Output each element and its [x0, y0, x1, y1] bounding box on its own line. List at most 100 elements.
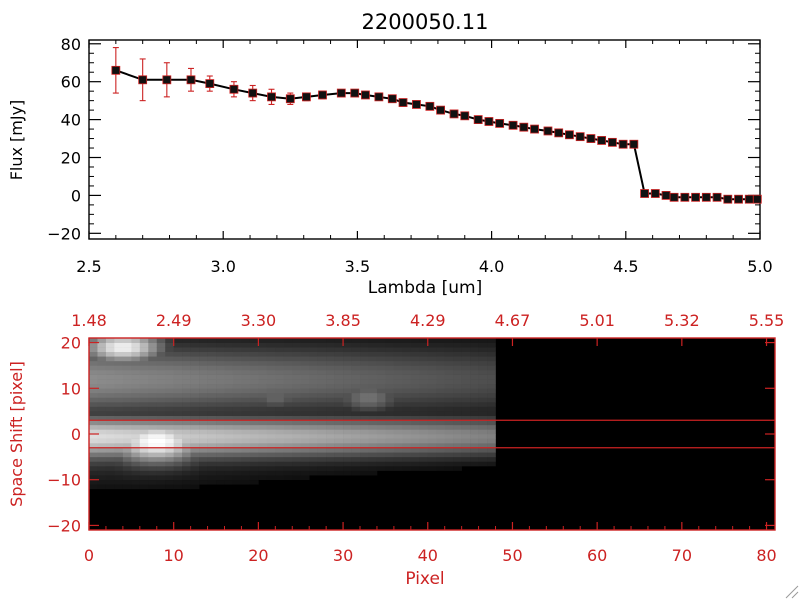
heatmap-cell: [266, 447, 276, 453]
heatmap-cell: [216, 443, 225, 449]
heatmap-cell: [351, 461, 361, 467]
heatmap-cell: [148, 438, 158, 444]
heatmap-cell: [131, 374, 141, 380]
heatmap-cell: [216, 347, 225, 353]
heatmap-cell: [199, 388, 208, 394]
heatmap-cell: [266, 452, 276, 458]
spectrum-error-bars: [112, 47, 761, 202]
heatmap-cell: [241, 351, 251, 357]
heatmap-cell: [410, 429, 420, 435]
heatmap-cell: [131, 438, 141, 444]
heatmap-cell: [427, 370, 437, 375]
heatmap-cell: [182, 374, 191, 380]
heatmap-cell: [368, 429, 378, 435]
heatmap-cell: [360, 411, 369, 417]
image-y-tick-label: 0: [71, 425, 81, 444]
heatmap-cell: [410, 452, 420, 458]
heatmap-cell: [89, 443, 98, 449]
heatmap-cell: [139, 424, 149, 430]
heatmap-cell: [326, 342, 335, 348]
heatmap-cell: [470, 456, 479, 462]
heatmap-cell: [326, 392, 335, 398]
heatmap-cell: [317, 388, 327, 394]
heatmap-cell: [224, 475, 234, 481]
heatmap-cell: [105, 402, 115, 407]
heatmap-cell: [165, 392, 174, 398]
heatmap-cell: [207, 479, 217, 485]
heatmap-cell: [241, 452, 251, 458]
heatmap-cell: [207, 447, 217, 453]
heatmap-cell: [478, 424, 488, 430]
heatmap-cell: [89, 479, 98, 485]
heatmap-cell: [105, 470, 115, 476]
heatmap-cell: [436, 415, 445, 421]
heatmap-cell: [436, 424, 445, 430]
spectrum-point: [508, 120, 518, 130]
heatmap-cell: [275, 411, 285, 417]
spectrum-point: [752, 194, 762, 204]
heatmap-cell: [148, 365, 158, 371]
heatmap-cell: [444, 461, 454, 467]
heatmap-cell: [385, 338, 395, 343]
heatmap-cell: [148, 429, 158, 435]
heatmap-cell: [292, 470, 302, 476]
heatmap-cell: [410, 456, 420, 462]
heatmap-cell: [156, 415, 166, 421]
heatmap-cell: [249, 338, 259, 343]
heatmap-cell: [199, 374, 208, 380]
heatmap-cell: [131, 461, 141, 467]
heatmap-cell: [165, 383, 174, 389]
heatmap-cell: [326, 452, 335, 458]
heatmap-cell: [165, 402, 174, 407]
heatmap-cell: [343, 388, 352, 394]
heatmap-cell: [216, 388, 225, 394]
heatmap-cell: [224, 443, 234, 449]
heatmap-cell: [343, 392, 352, 398]
heatmap-cell: [241, 479, 251, 485]
heatmap-cell: [114, 475, 124, 481]
heatmap-cell: [224, 379, 234, 385]
heatmap-cell: [283, 397, 293, 403]
heatmap-cell: [478, 379, 488, 385]
heatmap-cell: [309, 383, 318, 389]
heatmap-cell: [470, 443, 479, 449]
heatmap-cell: [343, 338, 352, 343]
heatmap-cell: [300, 356, 310, 362]
heatmap-cell: [309, 447, 318, 453]
heatmap-cell: [309, 351, 318, 357]
heatmap-cell: [444, 370, 454, 375]
resize-grip-icon[interactable]: [785, 585, 799, 599]
heatmap-cell: [275, 347, 285, 353]
heatmap-cell: [114, 338, 124, 343]
heatmap-cell: [249, 370, 259, 375]
heatmap-cell: [334, 397, 344, 403]
heatmap-cell: [156, 429, 166, 435]
heatmap-cell: [182, 351, 191, 357]
heatmap-cell: [122, 484, 132, 490]
heatmap-cell: [266, 383, 276, 389]
heatmap-cell: [444, 434, 454, 439]
spectrum-point: [680, 192, 690, 202]
spectrum-point: [425, 101, 435, 111]
heatmap-cell: [326, 383, 335, 389]
heatmap-cell: [241, 365, 251, 371]
heatmap-cell: [173, 383, 183, 389]
heatmap-cell: [131, 420, 141, 426]
heatmap-cell: [419, 383, 429, 389]
heatmap-cell: [266, 420, 276, 426]
heatmap-cell: [385, 452, 395, 458]
heatmap-cell: [360, 443, 369, 449]
heatmap-cell: [334, 406, 344, 412]
heatmap-cell: [292, 466, 302, 471]
heatmap-cell: [266, 406, 276, 412]
heatmap-cell: [317, 397, 327, 403]
heatmap-cell: [385, 388, 395, 394]
heatmap-cell: [487, 447, 496, 453]
heatmap-cell: [292, 383, 302, 389]
heatmap-cell: [368, 383, 378, 389]
heatmap-cell: [368, 443, 378, 449]
heatmap-cell: [410, 379, 420, 385]
heatmap-cell: [292, 365, 302, 371]
heatmap-cell: [266, 392, 276, 398]
heatmap-cell: [402, 406, 412, 412]
